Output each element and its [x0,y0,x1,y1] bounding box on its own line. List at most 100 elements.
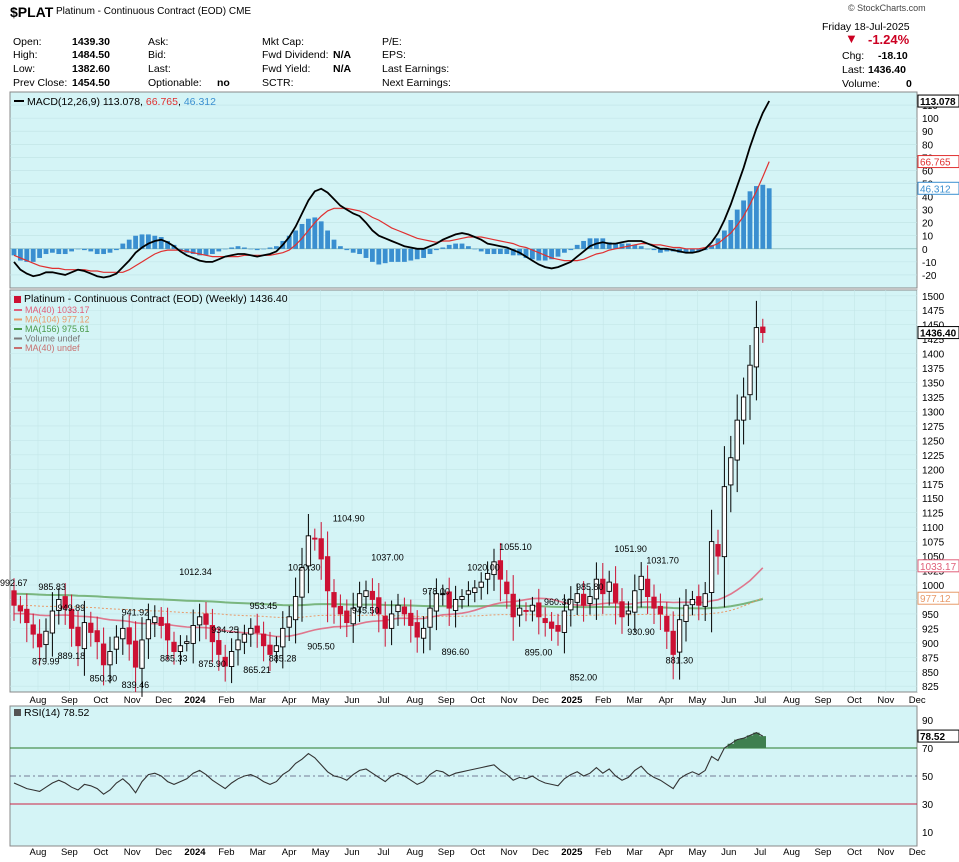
candle-body [612,583,619,603]
price-value-tag-box [917,326,959,340]
candle-body [280,627,286,648]
macd-tick-label: 100 [922,114,939,125]
candle-body [587,596,593,604]
macd-histogram-bar [536,248,542,261]
candle-body [440,593,446,596]
price-legend-title: Platinum - Continuous Contract (EOD) (We… [24,293,288,305]
price-tick-label: 1475 [922,306,945,317]
candle-body [670,630,676,655]
macd-histogram-bar [600,238,606,249]
x-tick-label: Oct [470,847,485,857]
price-annotation: 1037.00 [371,553,404,563]
candle-body [606,581,612,592]
macd-histogram-bar [574,244,580,249]
price-annotation: 949.89 [58,603,86,613]
candle-body [171,641,177,652]
x-tick-label: Dec [155,847,172,857]
price-tick-label: 1175 [922,480,944,491]
x-tick-label: Apr [659,847,674,857]
price-annotation: 1104.90 [333,513,365,523]
macd-tick-label: 0 [922,245,928,256]
candle-body [363,590,369,598]
candle-body [696,596,702,606]
candle-body [30,624,36,635]
symbol: $PLAT [10,4,54,20]
macd-histogram-bar [286,235,292,249]
rsi-tick-label: 50 [922,772,934,783]
price-legend-item: MA(104) 977.12 [25,315,90,325]
x-tick-label: Aug [406,847,423,857]
rsi-tick-label: 90 [922,716,934,727]
macd-histogram-bar [56,248,62,255]
macd-histogram-bar [133,235,138,249]
macd-histogram-bar [101,248,106,255]
volume-value: 0 [906,78,912,90]
candle-body [344,610,350,624]
macd-histogram-bar [632,244,638,249]
candle-body [132,640,139,668]
candle-body [708,541,715,593]
eps-label: EPS: [382,49,406,61]
macd-histogram-bar [88,248,94,252]
macd-histogram-bar [197,248,202,256]
mkt-cap-label: Mkt Cap: [262,36,305,48]
last-price-value: 1436.40 [868,64,906,76]
price-legend-item: MA(40) undef [25,343,80,353]
high-value: 1484.50 [72,49,110,61]
high-label: High: [13,49,38,61]
macd-histogram-bar [114,248,119,251]
candle-body [747,364,753,396]
macd-tick-label: 80 [922,140,934,151]
candle-body [248,627,254,635]
candle-body [625,610,632,615]
quote-date: Friday 18-Jul-2025 [822,21,910,33]
macd-histogram-bar [664,248,670,252]
ma104-line [13,597,764,619]
candle-body [561,610,568,633]
macd-histogram-bar [408,248,414,261]
macd-histogram-bar [555,248,561,257]
macd-value-tag: 113.078 [917,94,959,108]
x-tick-label: Aug [783,695,800,706]
candle-body [638,575,644,591]
quote-header: $PLAT Platinum - Continuous Contract (EO… [0,0,959,92]
x-tick-label: Nov [501,695,518,706]
candle-body [88,622,94,633]
x-tick-label: Apr [659,695,674,706]
macd-histogram-bar [165,240,170,249]
macd-histogram-bar [434,248,439,251]
x-tick-label: May [312,695,330,706]
macd-histogram-bar [722,230,727,249]
candle-body [184,641,190,644]
macd-histogram-bar [734,209,740,249]
candle-body [94,630,100,643]
candle-body [388,613,395,629]
macd-tick-label: 10 [922,232,934,243]
x-tick-label: Sep [815,847,832,857]
candle-body [536,602,542,618]
candle-body [510,593,516,618]
price-annotation: 839.46 [122,680,150,690]
price-value-tag-box [917,559,959,573]
price-annotation: 930.90 [627,627,655,637]
macd-histogram-bar [120,243,126,249]
candle-body [497,560,504,580]
candle-body [644,578,651,598]
macd-value-tag-label: 66.765 [920,158,951,169]
price-tick-label: 1350 [922,379,945,390]
price-annotation: 885.28 [269,653,297,663]
open-label: Open: [13,36,42,48]
price-annotation: 985.80 [576,582,604,592]
fwd-dividend-label: Fwd Dividend: [262,49,329,61]
macd-histogram-bar [18,248,23,261]
candle-body [209,625,216,643]
candle-body [420,627,427,639]
rsi-value-tag: 78.52 [917,729,959,743]
candle-body [312,537,318,540]
candle-body [414,622,420,638]
macd-histogram-bar [229,247,234,249]
macd-histogram-bar [581,240,586,249]
rsi-x-axis: Aug Sep Oct Nov Dec 2024 Feb Mar Apr May Jun Jul Aug… [30,847,926,858]
candle-body [107,651,113,666]
rsi-line [13,731,764,795]
